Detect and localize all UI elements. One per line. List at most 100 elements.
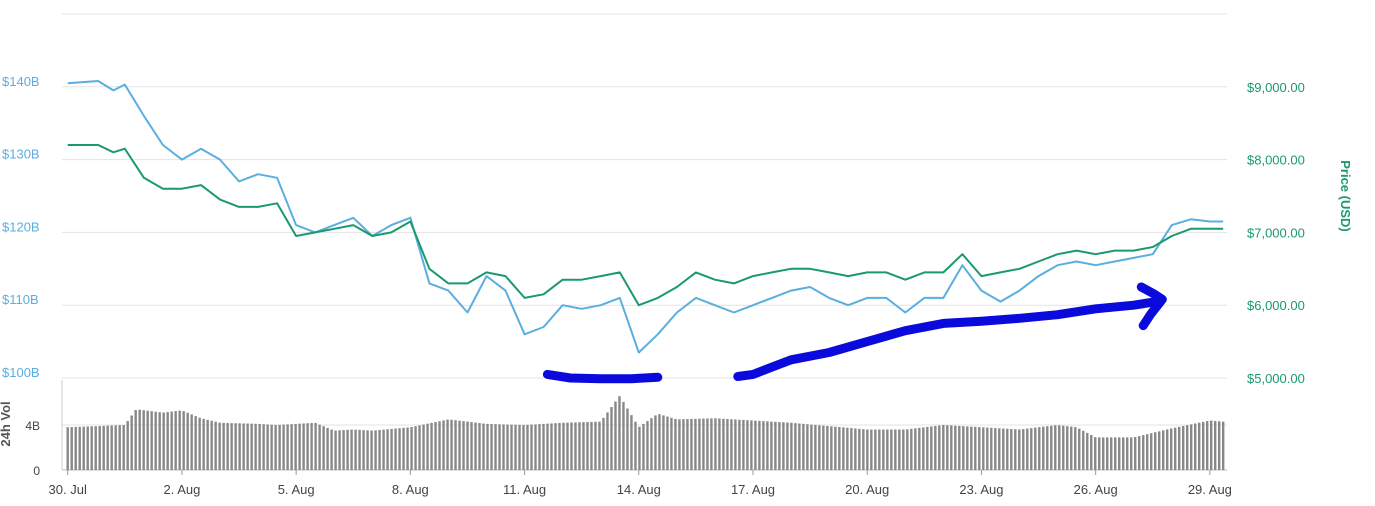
volume-bar [302,423,305,470]
x-tick-label: 29. Aug [1188,482,1232,497]
right-tick-label: $9,000.00 [1247,80,1305,95]
volume-bar [598,421,601,470]
volume-bar [1014,429,1017,470]
volume-bar [886,429,889,470]
volume-bar [962,426,965,470]
volume-bar [570,422,573,470]
volume-bar [1050,425,1053,470]
volume-bar [822,425,825,470]
volume-bar [490,424,493,470]
volume-bar [1126,437,1129,471]
volume-bar [1138,436,1141,470]
volume-bar [150,411,153,470]
volume-bar [542,423,545,470]
volume-bar [718,418,721,470]
volume-bar [266,424,269,470]
volume-bar [90,426,93,470]
volume-bar [1186,425,1189,470]
volume-bar [314,422,317,470]
volume-bar [1034,427,1037,470]
left-tick-label: $130B [2,147,40,162]
volume-bar [830,426,833,470]
volume-bar [390,428,393,470]
volume-bar [950,425,953,470]
volume-bar [914,428,917,470]
volume-bar [866,429,869,470]
volume-bar [398,428,401,470]
freehand-stroke-2 [733,297,1162,381]
volume-bars [66,396,1225,471]
volume-bar [986,427,989,470]
x-tick-label: 2. Aug [163,482,200,497]
left-tick-label: $110B [2,292,39,307]
volume-bar [274,424,277,470]
volume-bar [878,429,881,470]
volume-bar [678,419,681,470]
volume-bar [566,422,569,470]
volume-bar [706,418,709,470]
volume-bar [466,421,469,470]
volume-bar [602,417,605,470]
volume-bar [142,410,145,470]
volume-bar [1194,423,1197,470]
volume-bar [942,425,945,470]
volume-bar [586,422,589,470]
volume-bar [662,415,665,470]
volume-bar [526,424,529,470]
volume-bar [202,418,205,470]
right-tick-label: $7,000.00 [1247,225,1305,240]
volume-bar [330,429,333,470]
volume-bar [394,428,397,470]
volume-bar [590,421,593,470]
volume-bar [310,422,313,470]
volume-bar [1046,426,1049,470]
volume-bar [106,425,109,470]
volume-bar [654,415,657,470]
volume-bar [354,429,357,470]
volume-bar [1130,437,1133,471]
volume-bar [402,427,405,470]
volume-bar [66,427,69,470]
volume-bar [734,419,737,470]
volume-bar [838,427,841,470]
volume-bar [146,410,149,470]
volume-bar [442,420,445,470]
volume-bar [334,430,337,470]
x-tick-label: 14. Aug [617,482,661,497]
volume-bar [726,418,729,470]
volume-bar [686,419,689,470]
volume-bar [742,419,745,470]
volume-bar [722,418,725,470]
volume-bar [366,430,369,470]
volume-bar [474,422,477,470]
price-line [67,144,1224,307]
volume-bar [230,423,233,470]
volume-bar [154,411,157,470]
volume-bar [418,425,421,470]
volume-bar [250,423,253,470]
volume-bar [826,425,829,470]
volume-bar [170,411,173,470]
volume-bar [778,422,781,470]
volume-bar [794,423,797,470]
volume-bar [422,424,425,470]
volume-bar [446,419,449,470]
volume-axis-title: 24h Vol [0,401,13,446]
freehand-stroke-3 [1136,282,1167,331]
volume-bar [254,423,257,470]
volume-bar [630,415,633,470]
volume-bar [786,422,789,470]
volume-bar [450,419,453,470]
volume-bar [210,420,213,470]
volume-bar [1074,427,1077,470]
volume-bar [938,425,941,470]
volume-bar [934,425,937,470]
volume-bar [478,423,481,470]
volume-bar [506,424,509,470]
volume-bar [582,422,585,470]
right-tick-label: $8,000.00 [1247,153,1305,168]
volume-bar [514,424,517,470]
volume-bar [1002,428,1005,470]
volume-bar [190,414,193,470]
volume-bar [1098,437,1101,471]
